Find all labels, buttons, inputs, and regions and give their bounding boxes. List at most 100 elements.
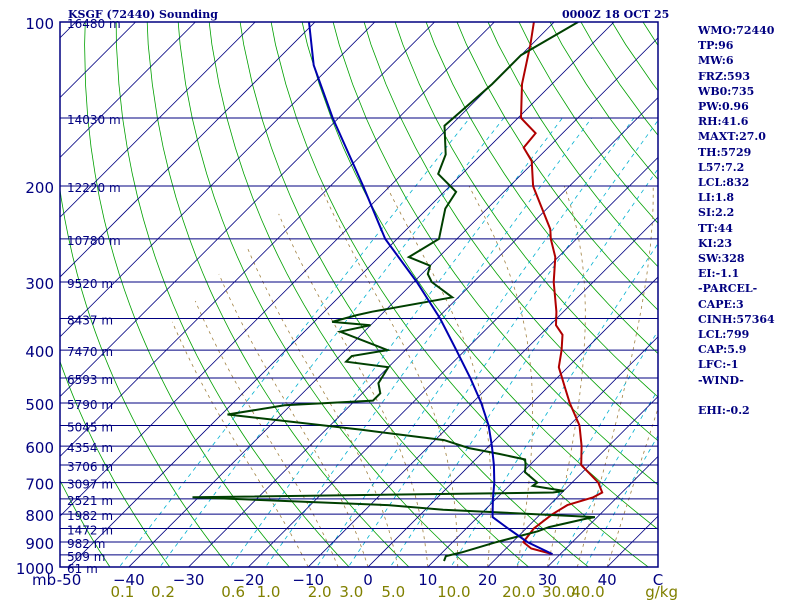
height-label: 14030 m [67,113,121,127]
temp-axis-label: −40 [113,571,145,589]
pressure-label: 900 [25,535,54,553]
temp-axis-label: 10 [418,571,437,589]
plot-frame [59,21,659,568]
isotherm [487,396,658,567]
height-label: 61 m [67,562,98,576]
height-label: 509 m [67,550,105,564]
index-item: MW:6 [698,54,734,68]
index-item: -WIND- [698,373,744,387]
pressure-label: 400 [25,343,54,361]
index-item: FRZ:593 [698,69,751,83]
mixing-ratio-label: 0.1 [110,583,134,600]
isotherm [60,22,196,158]
index-item: KI:23 [698,236,733,250]
temperature-trace [519,22,604,556]
index-item: EHI:-0.2 [698,404,750,418]
height-label: 3097 m [67,478,113,492]
mixing-ratio-label: 5.0 [381,583,405,600]
isotherm [60,22,256,218]
index-item [698,388,775,403]
dry-adiabat [777,0,800,579]
height-label: 4354 m [67,441,113,455]
pressure-label: 800 [25,507,54,525]
isotherm [128,37,658,567]
isotherm [60,22,495,457]
temp-axis-label: −10 [292,571,324,589]
index-item: TH:5729 [698,145,752,159]
pressure-label: 100 [25,15,54,33]
mixing-ratio-label: 40.0 [571,583,604,600]
moist-adiabat [576,186,654,567]
pressure-label: 300 [25,275,54,293]
moist-adiabat [194,300,339,567]
height-label: 6593 m [67,373,113,387]
isotherm [427,336,658,567]
height-label: 10780 m [67,234,121,248]
index-item: SW:328 [698,252,745,266]
index-item: MAXT:27.0 [698,130,766,144]
mixing-ratio-line [118,117,471,567]
height-label: 7470 m [67,345,113,359]
height-label: 5790 m [67,398,113,412]
mixing-ratio-label: 2.0 [308,583,332,600]
mixing-ratio-line [265,117,593,567]
dry-adiabat [177,22,470,567]
moist-adiabat [547,185,586,567]
index-item: TT:44 [698,221,733,235]
isotherm [307,216,658,567]
mixing-ratio-label: 0.6 [221,583,245,600]
temp-axis-label: 0 [363,571,373,589]
mixing-ratio-label: 1.0 [257,583,281,600]
height-label: 1982 m [67,509,113,523]
isotherm [188,97,658,567]
index-item: CAPE:3 [698,297,744,311]
temp-axis-label: 30 [538,571,557,589]
isotherm [367,276,658,567]
height-label: 1472 m [67,524,113,538]
indices-panel: WMO:72440 TP:96 MW:6 FRZ:593 WB0:735 PW:0.96 R… [698,23,775,418]
index-item: PW:0.96 [698,100,749,114]
moist-adiabat [218,273,369,567]
index-item: EI:-1.1 [698,267,740,281]
isotherm [68,22,615,567]
index-item: LFC:-1 [698,358,739,372]
moist-adiabat [171,321,309,567]
temp-axis-label: −20 [233,571,265,589]
index-item: -PARCEL- [698,282,758,296]
mixing-ratio-line [229,117,563,567]
index-item: RH:41.6 [698,115,749,129]
isotherm [60,22,316,278]
dry-adiabat [146,22,410,567]
index-item: WMO:72440 [698,24,775,37]
index-item: LCL:832 [698,176,750,190]
isotherm [247,156,658,567]
index-item: WB0:735 [698,84,755,98]
pressure-label: 1000 [16,560,54,578]
index-item: LI:1.8 [698,191,735,205]
index-item: L57:7.2 [698,160,745,174]
pressure-label: 200 [25,179,54,197]
mixing-ratio-label: 30.0 [542,583,575,600]
isotherm [60,22,436,398]
height-label: 5045 m [67,420,113,434]
temp-axis-label: 40 [598,571,617,589]
height-label: 12220 m [67,181,121,195]
temp-axis-label: C [653,571,663,589]
index-item: TP:96 [698,39,734,53]
index-item: CINH:57364 [698,312,775,326]
index-item: CAP:5.9 [698,343,747,357]
height-label: 982 m [67,537,105,551]
isotherm [60,22,137,99]
dewpoint-trace [192,22,596,562]
temp-axis-label: 20 [478,571,497,589]
height-label: 16480 m [67,17,121,31]
index-item: LCL:799 [698,328,750,342]
dry-adiabat [84,22,290,567]
parcel-trace [308,22,553,556]
mixing-ratio-label: 20.0 [502,583,535,600]
height-label: 3706 m [67,460,113,474]
height-label: 8437 m [67,314,113,328]
pressure-label: 500 [25,396,54,414]
dry-adiabat [60,479,111,567]
